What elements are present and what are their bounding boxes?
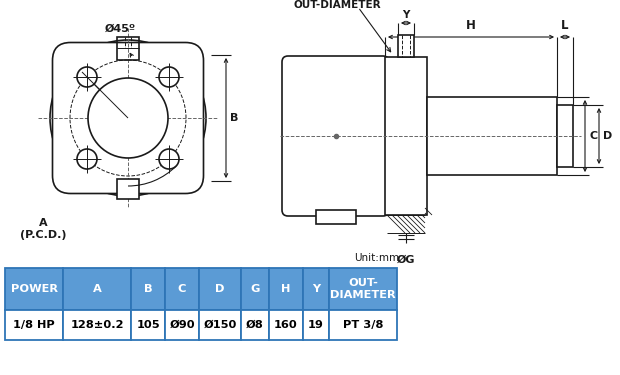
Circle shape xyxy=(88,78,168,158)
Text: L: L xyxy=(561,19,569,32)
Circle shape xyxy=(50,40,206,196)
Bar xyxy=(398,35,414,57)
Text: C: C xyxy=(589,131,597,141)
Text: B: B xyxy=(230,113,238,123)
Bar xyxy=(63,268,131,310)
Text: Unit:mm: Unit:mm xyxy=(354,253,399,263)
Text: Ø150: Ø150 xyxy=(203,320,237,330)
Text: Y: Y xyxy=(402,10,410,20)
Bar xyxy=(329,310,397,340)
Text: OUT-DIAMETER: OUT-DIAMETER xyxy=(293,0,381,10)
Bar xyxy=(131,310,165,340)
Text: Ø45º: Ø45º xyxy=(104,24,136,34)
Bar xyxy=(117,179,139,199)
Text: G: G xyxy=(250,284,260,294)
Text: 105: 105 xyxy=(136,320,160,330)
FancyBboxPatch shape xyxy=(53,42,203,194)
Text: A
(P.C.D.): A (P.C.D.) xyxy=(20,218,66,240)
Text: Ø90: Ø90 xyxy=(169,320,195,330)
Bar xyxy=(329,268,397,310)
Text: POWER: POWER xyxy=(11,284,58,294)
Bar xyxy=(303,310,329,340)
Text: D: D xyxy=(603,131,613,141)
Text: 19: 19 xyxy=(308,320,324,330)
Bar xyxy=(241,310,269,340)
Text: ØG: ØG xyxy=(397,255,415,265)
Text: Y: Y xyxy=(312,284,320,294)
Text: B: B xyxy=(144,284,153,294)
Text: A: A xyxy=(92,284,102,294)
Bar xyxy=(131,268,165,310)
Text: H: H xyxy=(466,19,476,32)
Text: 160: 160 xyxy=(274,320,298,330)
Bar xyxy=(165,310,199,340)
Bar xyxy=(269,310,303,340)
Bar xyxy=(385,57,427,215)
Text: D: D xyxy=(215,284,224,294)
Bar xyxy=(427,97,557,175)
Bar xyxy=(316,210,355,224)
Circle shape xyxy=(77,149,97,169)
Circle shape xyxy=(77,67,97,87)
Circle shape xyxy=(159,149,179,169)
Bar xyxy=(241,268,269,310)
Bar xyxy=(165,268,199,310)
Text: PT 3/8: PT 3/8 xyxy=(343,320,383,330)
Bar xyxy=(5,310,63,340)
Bar xyxy=(5,268,63,310)
Text: 1/8 HP: 1/8 HP xyxy=(13,320,55,330)
Bar xyxy=(269,268,303,310)
Bar xyxy=(63,310,131,340)
Text: OUT-
DIAMETER: OUT- DIAMETER xyxy=(330,278,396,300)
Bar xyxy=(303,268,329,310)
Bar xyxy=(117,37,139,60)
Text: 128±0.2: 128±0.2 xyxy=(70,320,124,330)
Text: H: H xyxy=(281,284,291,294)
Circle shape xyxy=(159,67,179,87)
Text: C: C xyxy=(178,284,186,294)
Bar xyxy=(199,310,241,340)
FancyBboxPatch shape xyxy=(282,56,389,216)
Bar xyxy=(199,268,241,310)
Bar xyxy=(557,105,573,167)
Text: Ø8: Ø8 xyxy=(246,320,264,330)
